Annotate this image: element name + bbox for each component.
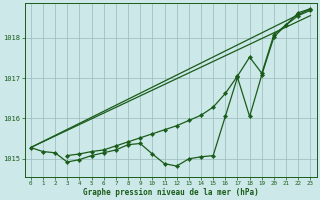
X-axis label: Graphe pression niveau de la mer (hPa): Graphe pression niveau de la mer (hPa): [83, 188, 259, 197]
